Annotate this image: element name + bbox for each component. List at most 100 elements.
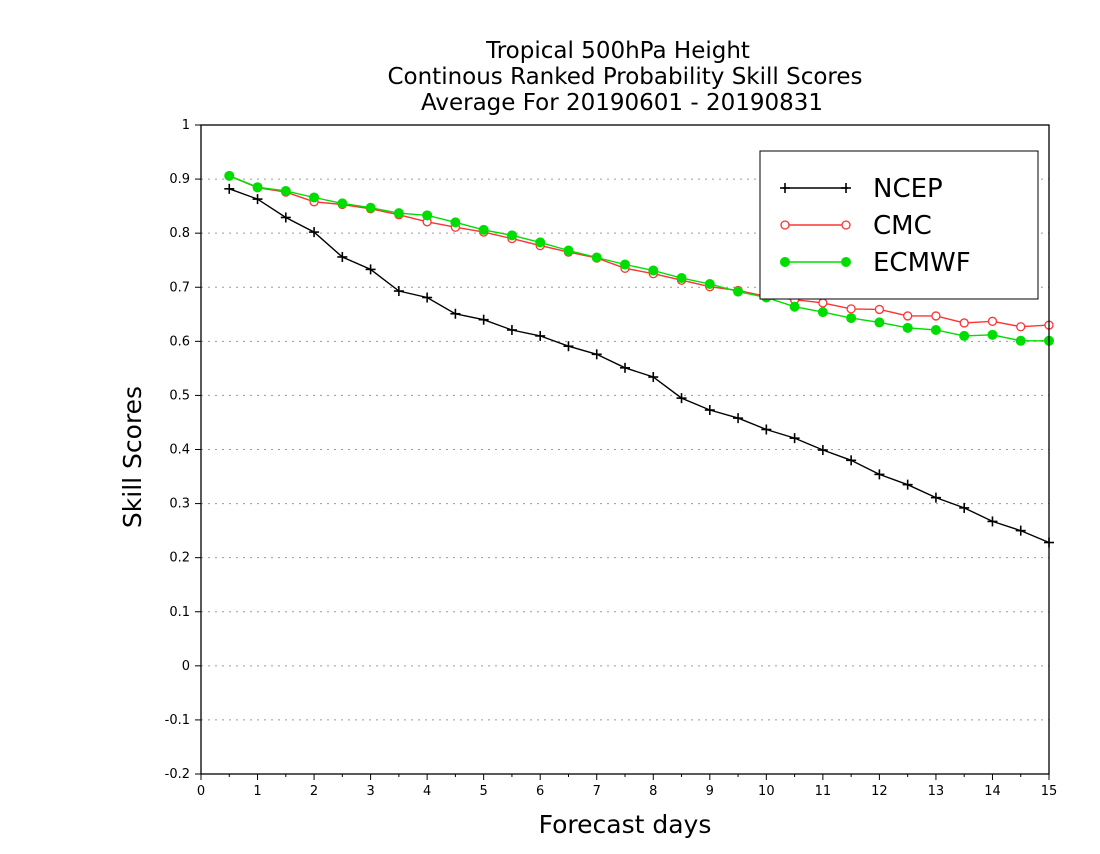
grid-lines (201, 178, 1049, 721)
data-point-ecmwf (1015, 335, 1026, 346)
data-point-ncep (506, 324, 517, 335)
data-point-ecmwf (506, 230, 517, 241)
data-point-ecmwf (591, 252, 602, 263)
series-ncep (224, 183, 1054, 548)
legend-item-ecmwf: ECMWF (780, 248, 971, 278)
y-tick-label: 0 (182, 659, 190, 674)
y-tick-label: 0.2 (169, 551, 190, 566)
x-tick-label: 13 (928, 784, 945, 799)
legend-marker (780, 220, 790, 230)
series-line-ncep (229, 188, 1050, 544)
data-point-ncep (620, 362, 630, 373)
y-tick-label: -0.1 (165, 713, 190, 728)
data-point-ecmwf (648, 265, 659, 276)
data-point-ecmwf (676, 273, 687, 284)
x-tick-label: 10 (758, 784, 775, 799)
data-point-ecmwf (846, 313, 857, 324)
data-point-ncep (648, 372, 659, 383)
y-tick-label: 0.3 (169, 497, 190, 512)
x-tick-label: 14 (984, 784, 1001, 799)
legend-item-cmc: CMC (780, 211, 932, 241)
legend-marker (841, 183, 851, 193)
x-axis-label: Forecast days (539, 810, 712, 839)
y-tick-label: 1 (182, 118, 190, 133)
y-tick-label: 0.4 (169, 443, 190, 458)
data-point-ncep (535, 330, 546, 341)
data-point-ecmwf (535, 237, 546, 248)
data-point-ecmwf (309, 192, 320, 203)
data-point-ecmwf (337, 198, 348, 209)
data-point-ncep (902, 479, 913, 490)
y-tick-label: 0.1 (169, 605, 190, 620)
data-point-ncep (817, 445, 828, 456)
data-point-ecmwf (959, 330, 970, 341)
y-tick-label: 0.5 (169, 388, 190, 403)
data-point-ecmwf (902, 322, 913, 333)
series-ecmwf (224, 170, 1054, 346)
data-point-ncep (252, 194, 263, 205)
x-tick-label: 11 (815, 784, 832, 799)
data-point-ecmwf (704, 279, 715, 290)
y-tick-label: -0.2 (165, 767, 190, 782)
data-point-ncep (930, 492, 941, 503)
data-point-ecmwf (563, 245, 574, 256)
legend-marker (780, 183, 790, 193)
data-point-ncep (591, 349, 602, 360)
data-point-ncep (789, 433, 800, 444)
data-point-ecmwf (393, 208, 404, 219)
data-point-ecmwf (620, 259, 630, 270)
data-point-cmc (931, 311, 941, 321)
data-point-ecmwf (422, 210, 433, 221)
legend: NCEP CMC ECMWF (759, 150, 1039, 300)
chart-title-line-2: Continous Ranked Probability Skill Score… (387, 64, 862, 90)
legend-label: ECMWF (873, 248, 971, 278)
data-point-ecmwf (450, 217, 461, 228)
x-tick-label: 8 (649, 784, 657, 799)
data-point-cmc (818, 298, 828, 308)
legend-label: NCEP (873, 174, 943, 204)
data-point-ecmwf (280, 185, 291, 196)
data-point-ncep (478, 314, 489, 325)
x-tick-label: 0 (197, 784, 205, 799)
y-axis-label: Skill Scores (118, 386, 147, 528)
data-point-cmc (903, 311, 913, 321)
data-point-ncep (676, 393, 687, 404)
data-point-ecmwf (252, 182, 263, 193)
x-tick-label: 2 (310, 784, 318, 799)
data-point-ncep (761, 424, 772, 435)
data-point-cmc (846, 304, 856, 314)
data-point-ecmwf (733, 286, 744, 297)
data-point-ecmwf (930, 324, 941, 335)
legend-label: CMC (873, 211, 932, 241)
data-point-ncep (337, 251, 348, 262)
data-point-ncep (365, 264, 376, 275)
legend-marker (841, 220, 851, 230)
data-point-cmc (987, 316, 998, 326)
chart-title-line-1: Tropical 500hPa Height (485, 38, 750, 64)
x-tick-label: 15 (1041, 784, 1058, 799)
data-point-ecmwf (789, 301, 800, 312)
data-point-ncep (874, 469, 885, 480)
x-tick-label: 9 (706, 784, 714, 799)
chart-title-line-3: Average For 20190601 - 20190831 (421, 90, 823, 116)
data-point-ncep (224, 183, 235, 194)
data-point-ncep (733, 413, 744, 424)
data-point-ecmwf (478, 224, 489, 235)
data-point-ncep (959, 502, 970, 513)
y-tick-label: 0.8 (169, 226, 190, 241)
data-point-ncep (846, 455, 857, 466)
legend-marker (780, 257, 790, 267)
data-point-ecmwf (874, 317, 885, 328)
y-tick-label: 0.9 (169, 172, 190, 187)
data-point-ncep (393, 286, 404, 297)
data-point-cmc (959, 318, 969, 328)
y-tick-label: 0.7 (169, 280, 190, 295)
data-point-ncep (450, 308, 461, 319)
x-tick-label: 5 (480, 784, 488, 799)
x-tick-label: 4 (423, 784, 431, 799)
x-tick-label: 1 (253, 784, 261, 799)
x-tick-label: 7 (593, 784, 601, 799)
data-point-ecmwf (817, 307, 828, 318)
